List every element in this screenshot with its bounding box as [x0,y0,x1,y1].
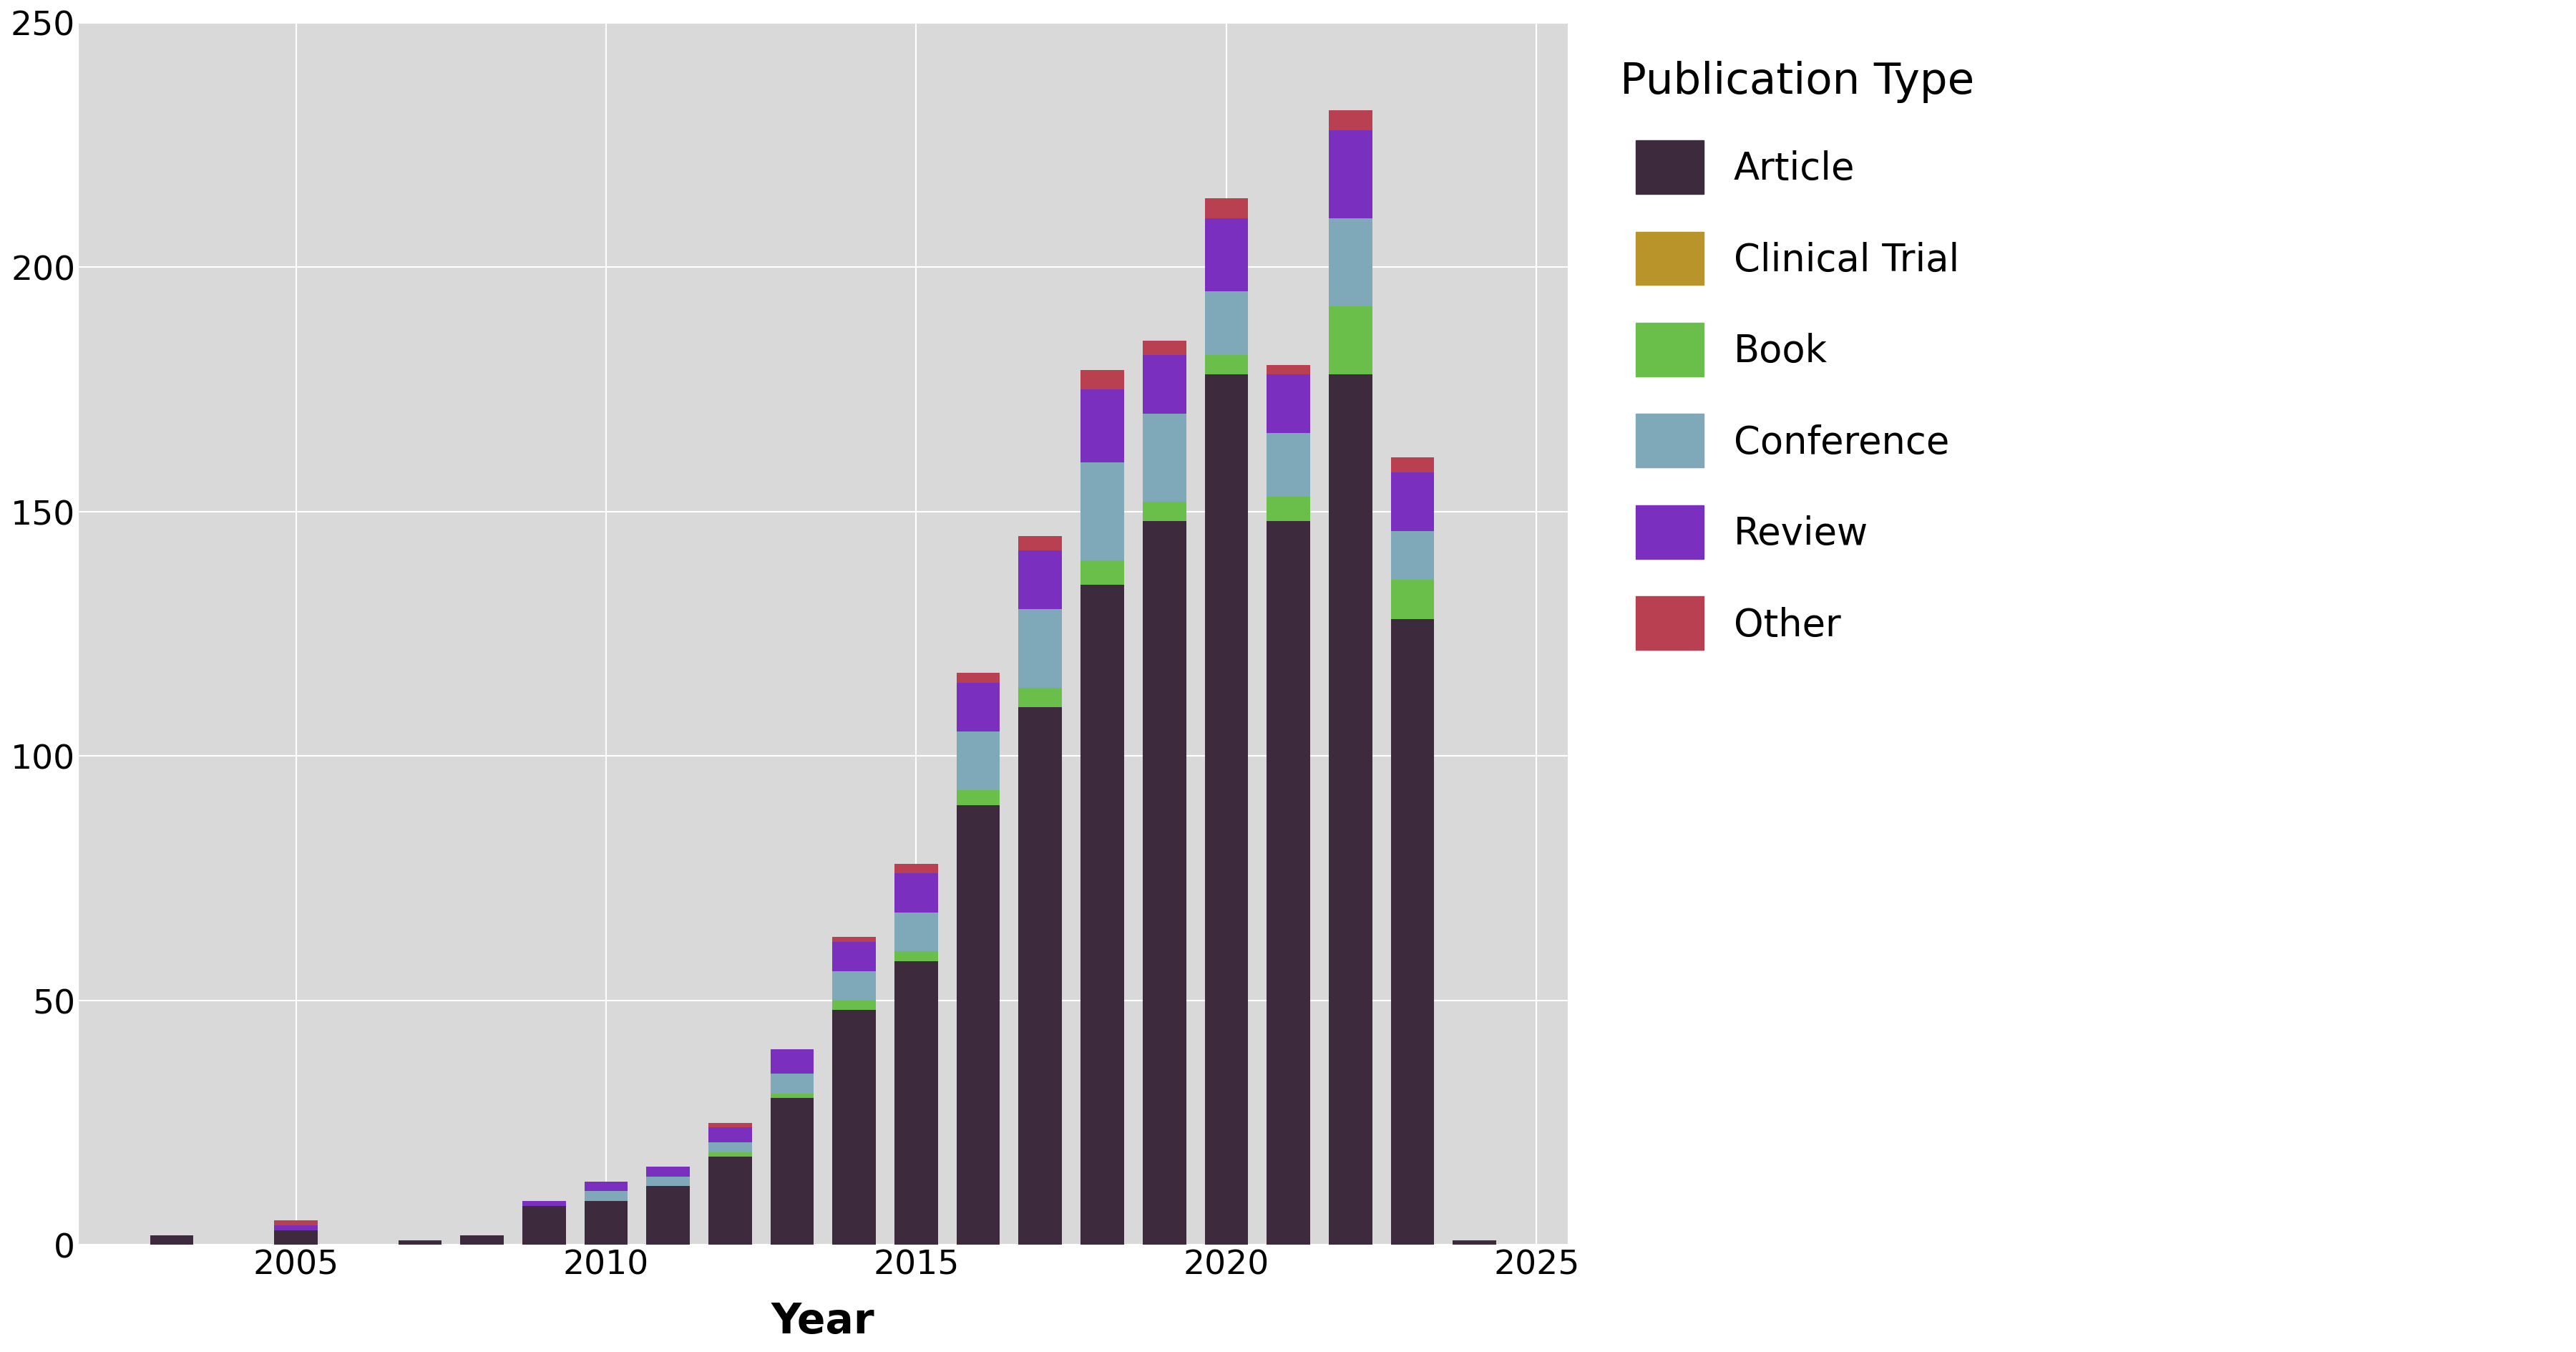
Bar [956,806,999,1245]
Bar [1079,389,1123,464]
Bar [1453,1240,1497,1245]
Bar [770,1094,814,1098]
Bar [1079,464,1123,561]
Bar [523,1206,567,1245]
Bar [1018,610,1061,688]
Bar [1018,707,1061,1245]
Legend: Article, Clinical Trial, Book, Conference, Review, Other: Article, Clinical Trial, Book, Conferenc… [1602,42,1994,669]
Bar [1329,219,1373,307]
Bar [1329,307,1373,375]
Bar [894,952,938,961]
Bar [894,961,938,1245]
Bar [585,1182,629,1191]
Bar [1391,580,1435,619]
Bar [1391,458,1435,473]
Bar [1018,552,1061,610]
Bar [894,913,938,952]
Bar [1329,131,1373,219]
Bar [1391,619,1435,1245]
Bar [1267,522,1311,1245]
Bar [708,1128,752,1142]
Bar [1329,375,1373,1245]
Bar [956,673,999,683]
Bar [1267,498,1311,522]
Bar [273,1230,317,1245]
Bar [956,731,999,791]
Bar [523,1201,567,1206]
Bar [708,1122,752,1128]
Bar [832,1010,876,1245]
Bar [1206,219,1249,292]
Bar [1144,522,1185,1245]
Bar [1018,537,1061,552]
Bar [770,1049,814,1073]
Bar [1079,585,1123,1245]
Bar [894,864,938,873]
Bar [770,1073,814,1094]
Bar [1206,356,1249,375]
Bar [1144,414,1185,502]
Bar [647,1176,690,1186]
Bar [1144,356,1185,414]
Bar [1206,375,1249,1245]
Bar [273,1225,317,1230]
Bar [1329,111,1373,131]
Bar [1267,434,1311,498]
Bar [832,942,876,971]
Bar [832,1000,876,1010]
Bar [273,1221,317,1225]
Bar [647,1167,690,1176]
Bar [1018,688,1061,707]
Bar [894,873,938,913]
Bar [1391,531,1435,580]
Bar [1079,561,1123,585]
Bar [585,1191,629,1201]
Bar [708,1152,752,1157]
Bar [399,1240,440,1245]
Bar [149,1236,193,1245]
Bar [1206,199,1249,219]
Bar [956,683,999,731]
Bar [1144,341,1185,356]
Bar [1079,370,1123,389]
Bar [708,1157,752,1245]
Bar [708,1142,752,1152]
Bar [956,791,999,806]
Bar [1144,502,1185,522]
Bar [770,1098,814,1245]
Bar [1391,473,1435,531]
Bar [1267,365,1311,375]
Bar [832,937,876,942]
Bar [1267,375,1311,434]
Bar [461,1236,505,1245]
Bar [1206,292,1249,356]
Bar [585,1201,629,1245]
Bar [832,971,876,1000]
X-axis label: Year: Year [770,1301,876,1341]
Bar [647,1186,690,1245]
